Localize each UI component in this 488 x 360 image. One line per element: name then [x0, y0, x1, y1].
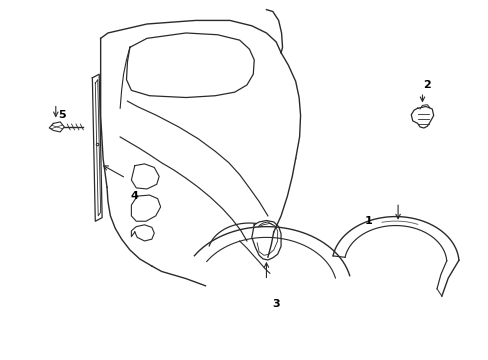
- Text: 4: 4: [131, 191, 139, 201]
- Text: 3: 3: [272, 299, 280, 309]
- Text: 1: 1: [364, 216, 372, 226]
- Text: 5: 5: [58, 111, 65, 121]
- Text: 2: 2: [423, 80, 430, 90]
